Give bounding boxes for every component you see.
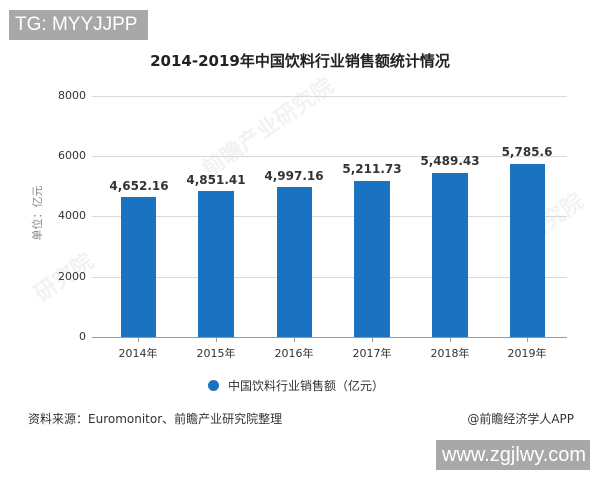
tg-badge: TG: MYYJJPP [9, 10, 148, 40]
x-axis [92, 337, 567, 338]
bar-value-label: 4,652.16 [109, 179, 169, 193]
xtick-mark [216, 337, 217, 342]
gridline-2000 [92, 277, 567, 278]
bar-2019 [510, 164, 545, 337]
bar-chart: 前瞻产业研究院 研究院 研究院 8000 6000 4000 2000 0 单位… [30, 73, 588, 394]
ytick: 8000 [58, 89, 86, 102]
xtick-label: 2018年 [430, 347, 470, 360]
xtick-label: 2015年 [196, 347, 236, 360]
ytick: 0 [79, 330, 86, 343]
source-note: 资料来源：Euromonitor、前瞻产业研究院整理 [28, 412, 283, 426]
xtick-mark [138, 337, 139, 342]
legend-dot-icon [208, 380, 219, 391]
bar-value-label: 4,997.16 [264, 169, 324, 183]
xtick-mark [527, 337, 528, 342]
bar-2014 [121, 197, 156, 337]
xtick-mark [450, 337, 451, 342]
watermark: 前瞻产业研究院 [198, 73, 339, 183]
gridline-4000 [92, 216, 567, 217]
xtick-label: 2016年 [274, 347, 314, 360]
bar-2016 [277, 187, 312, 337]
legend-label: 中国饮料行业销售额（亿元） [228, 379, 385, 393]
credit-note: @前瞻经济学人APP [467, 412, 574, 426]
bar-2015 [198, 191, 234, 337]
bar-value-label: 5,489.43 [420, 154, 480, 168]
bar-2017 [354, 181, 390, 337]
gridline-8000 [92, 96, 567, 97]
xtick-label: 2014年 [118, 347, 158, 360]
bar-value-label: 5,211.73 [342, 162, 402, 176]
bar-value-label: 4,851.41 [186, 173, 246, 187]
y-axis-label: 单位：亿元 [31, 185, 44, 241]
xtick-mark [372, 337, 373, 342]
bar-2018 [432, 173, 468, 337]
xtick-mark [294, 337, 295, 342]
xtick-label: 2019年 [507, 347, 547, 360]
ytick: 4000 [58, 209, 86, 222]
ytick: 6000 [58, 149, 86, 162]
site-badge: www.zgjlwy.com [436, 440, 590, 470]
legend: 中国饮料行业销售额（亿元） [208, 377, 384, 394]
gridline-6000 [92, 156, 567, 157]
chart-title: 2014-2019年中国饮料行业销售额统计情况 [150, 52, 450, 70]
xtick-label: 2017年 [352, 347, 392, 360]
bar-value-label: 5,785.6 [501, 145, 553, 159]
ytick: 2000 [58, 270, 86, 283]
